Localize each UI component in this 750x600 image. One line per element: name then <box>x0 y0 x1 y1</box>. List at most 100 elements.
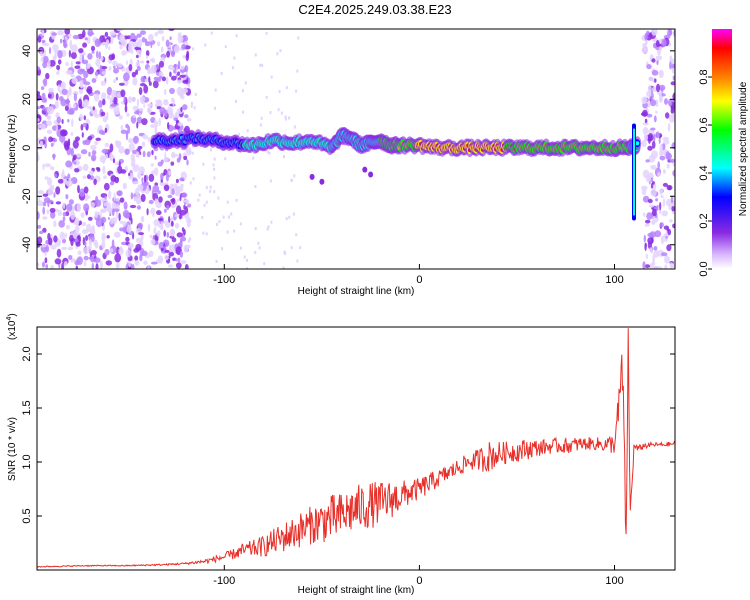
noise-dot <box>82 175 87 179</box>
noise-dot <box>140 233 144 242</box>
noise-dot <box>125 80 129 85</box>
noise-dot <box>646 212 653 220</box>
noise-speck <box>201 215 204 219</box>
noise-speck <box>202 162 205 166</box>
noise-dot <box>56 116 61 124</box>
noise-dot <box>128 260 131 268</box>
noise-dot <box>100 111 106 117</box>
noise-dot <box>138 87 143 96</box>
noise-speck <box>224 157 227 161</box>
noise-dot <box>63 176 69 180</box>
noise-dot <box>90 250 97 256</box>
noise-dot <box>98 100 103 108</box>
noise-dot <box>120 89 126 98</box>
noise-dot <box>50 244 57 250</box>
noise-dot <box>94 242 99 249</box>
noise-dot <box>137 222 143 229</box>
noise-dot <box>62 216 66 222</box>
noise-dot <box>73 230 78 240</box>
noise-dot <box>177 71 180 76</box>
noise-dot <box>656 204 659 209</box>
noise-speck <box>224 45 227 49</box>
noise-dot <box>133 135 139 144</box>
noise-dot <box>151 57 155 63</box>
noise-speck <box>280 111 283 115</box>
noise-dot <box>146 208 149 216</box>
noise-dot <box>128 96 133 104</box>
noise-dot <box>101 148 109 154</box>
noise-dot <box>58 96 64 102</box>
noise-dot <box>644 264 651 269</box>
noise-dot <box>164 208 167 213</box>
noise-dot <box>91 150 97 156</box>
signal-core <box>635 141 640 146</box>
noise-dot <box>139 60 145 64</box>
noise-speck <box>221 247 224 251</box>
noise-dot <box>166 231 170 238</box>
noise-dot <box>123 96 126 104</box>
noise-dot <box>652 181 655 185</box>
noise-dot <box>65 194 69 200</box>
noise-dot <box>56 248 62 258</box>
noise-dot <box>176 86 183 96</box>
noise-dot <box>135 151 140 158</box>
noise-dot <box>148 33 154 42</box>
noise-dot <box>172 257 177 261</box>
noise-dot <box>183 155 188 161</box>
noise-dot <box>181 88 189 94</box>
noise-dot <box>86 88 92 93</box>
noise-dot <box>663 139 670 145</box>
noise-dot <box>163 229 166 237</box>
noise-speck <box>284 117 287 121</box>
noise-dot <box>37 262 40 268</box>
noise-dot <box>88 239 92 247</box>
noise-dot <box>94 71 99 76</box>
noise-dot <box>136 98 140 107</box>
noise-speck <box>278 90 281 94</box>
noise-dot <box>147 136 150 143</box>
noise-dot <box>119 44 123 50</box>
noise-speck <box>259 123 262 127</box>
noise-dot <box>103 202 108 207</box>
noise-dot <box>659 143 663 153</box>
noise-dot <box>128 64 133 72</box>
noise-dot <box>69 234 74 243</box>
noise-dot <box>107 190 112 200</box>
noise-dot <box>650 249 654 254</box>
noise-speck <box>235 99 238 103</box>
noise-dot <box>141 250 148 256</box>
noise-dot <box>170 229 175 237</box>
noise-dot <box>70 147 74 157</box>
noise-dot <box>659 93 662 101</box>
noise-dot <box>86 223 92 233</box>
noise-dot <box>74 65 81 69</box>
noise-speck <box>242 110 245 114</box>
noise-dot <box>113 231 121 238</box>
y-tick-label: 0 <box>21 145 33 151</box>
noise-dot <box>171 197 176 205</box>
noise-dot <box>112 208 115 217</box>
noise-dot <box>141 141 146 147</box>
noise-speck <box>192 177 195 181</box>
noise-dot <box>651 150 658 159</box>
noise-dot <box>39 140 44 149</box>
noise-dot <box>139 96 146 103</box>
noise-dot <box>661 38 667 48</box>
noise-dot <box>100 66 108 70</box>
noise-dot <box>171 237 177 243</box>
y-tick-label: 1.5 <box>21 400 33 415</box>
noise-dot <box>87 31 95 36</box>
snr-x-label: Height of straight line (km) <box>298 585 415 596</box>
noise-dot <box>118 82 125 86</box>
noise-speck <box>197 198 200 202</box>
noise-dot <box>659 222 664 228</box>
noise-speck <box>258 246 261 250</box>
noise-speck <box>296 259 299 263</box>
noise-dot <box>645 253 648 259</box>
noise-dot <box>77 184 80 194</box>
noise-dot <box>169 187 172 196</box>
noise-speck <box>214 88 217 92</box>
noise-dot <box>82 247 90 254</box>
noise-dot <box>65 69 73 75</box>
noise-dot <box>655 198 659 202</box>
